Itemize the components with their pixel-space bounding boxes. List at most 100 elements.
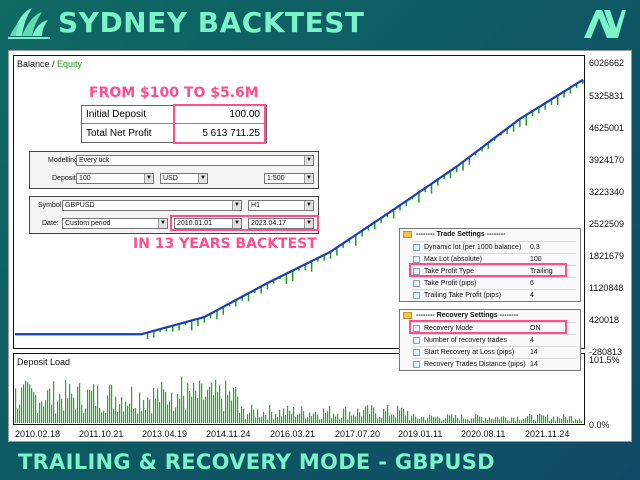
deposit-load-bar [447, 414, 449, 423]
deposit-load-bar [387, 404, 389, 423]
timeframe-select[interactable]: H1 ▼ [248, 200, 314, 211]
leverage-select[interactable]: 1:500 ▼ [264, 173, 314, 184]
deposit-load-bar [91, 391, 93, 423]
deposit-load-bar [59, 393, 61, 423]
deposit-load-bar [285, 415, 287, 423]
deposit-load-bar [515, 421, 517, 423]
trade-setting-row[interactable]: Trailing Take Profit (pips) 4 [412, 289, 576, 301]
deposit-load-bar [333, 413, 335, 423]
deposit-load-bar [143, 399, 145, 423]
setting-value: 14 [530, 349, 538, 356]
date-from-field[interactable]: 2010.01.01 ▼ [174, 218, 242, 229]
deposit-load-bar [327, 411, 329, 423]
deposit-load-bar [537, 414, 539, 423]
deposit-load-bar [85, 408, 87, 423]
deposit-load-bar [231, 400, 233, 423]
deposit-load-bar [353, 414, 355, 423]
deposit-load-bar [265, 415, 267, 423]
deposit-load-bar [113, 408, 115, 423]
trade-setting-row[interactable]: Take Profit Type Trailing [412, 265, 576, 277]
years-headline: IN 13 YEARS BACKTEST [133, 236, 317, 252]
deposit-load-bar [169, 401, 171, 423]
deposit-load-bar [543, 415, 545, 423]
deposit-load-bar [209, 386, 211, 423]
modelling-select[interactable]: Every tick ▼ [76, 155, 314, 166]
deposit-load-bar [287, 405, 289, 423]
net-profit-label: Total Net Profit [86, 128, 152, 139]
deposit-load-bar [185, 409, 187, 423]
deposit-load-bar [171, 392, 173, 423]
deposit-load-bar [441, 420, 443, 423]
y-tick: 6026662 [589, 58, 625, 68]
date-to-field[interactable]: 2023.04.17 ▼ [248, 218, 314, 229]
deposit-load-bar [479, 416, 481, 423]
deposit-load-bar [315, 411, 317, 423]
deposit-load-bar [33, 391, 35, 423]
page-title: SYDNEY BACKTEST [58, 6, 365, 39]
deposit-load-bar [477, 415, 479, 423]
recovery-setting-row[interactable]: Recovery Mode ON [412, 322, 576, 334]
y-tick: 420018 [589, 315, 620, 325]
deposit-load-bar [521, 420, 523, 423]
deposit-load-bar [241, 406, 243, 423]
setting-value: ON [530, 325, 541, 332]
recovery-settings-panel: -------- Recovery Settings -------- Reco… [399, 309, 581, 371]
deposit-load-bar [579, 418, 581, 423]
trade-setting-row[interactable]: Take Profit (pips) 6 [412, 277, 576, 289]
deposit-load-label: Deposit Load [17, 357, 71, 367]
deposit-load-bar [405, 415, 407, 423]
deposit-load-bar [223, 411, 225, 423]
deposit-load-bar [153, 387, 155, 423]
deposit-load-bar [147, 397, 149, 423]
trade-setting-row[interactable]: Dynamic lot (per 1000 balance) 0.3 [412, 241, 576, 253]
deposit-load-bar [213, 395, 215, 423]
deposit-load-bar [237, 396, 239, 423]
deposit-load-bar [109, 385, 111, 423]
deposit-load-bar [349, 411, 351, 423]
trade-settings-header: -------- Trade Settings -------- [400, 229, 580, 241]
currency-select[interactable]: USD ▼ [160, 173, 208, 184]
setting-name: Recovery Mode [424, 325, 474, 332]
x-tick: 2013.04.19 [142, 429, 188, 439]
y-tick: 2522509 [589, 219, 625, 229]
deposit-load-bar [121, 397, 123, 423]
recovery-setting-row[interactable]: Number of recovery trades 4 [412, 334, 576, 346]
x-tick: 2020.08.11 [461, 429, 506, 439]
setting-value: 4 [530, 292, 534, 299]
deposit-load-bar [571, 415, 573, 423]
deposit-value: 100 [79, 175, 91, 182]
y-tick: -280813 [589, 347, 623, 357]
chevron-down-icon: ▼ [304, 219, 313, 228]
deposit-load-bar [279, 409, 281, 423]
deposit-load-bar [261, 416, 263, 423]
deposit-load-bar [551, 418, 553, 423]
recovery-setting-row[interactable]: Start Recovery at Loss (pips) 14 [412, 346, 576, 358]
folder-icon [403, 231, 412, 238]
deposit-load-bar [307, 417, 309, 423]
x-tick: 2016.03.21 [270, 429, 316, 439]
deposit-load-bar [553, 416, 555, 423]
deposit-load-bar [277, 417, 279, 423]
deposit-load-bar [283, 408, 285, 423]
recovery-settings-header: -------- Recovery Settings -------- [400, 310, 580, 322]
deposit-load-bar [445, 418, 447, 423]
deposit-load-bar [203, 399, 205, 423]
deposit-load-bar [179, 398, 181, 423]
symbol-select[interactable]: GBPUSD ▼ [62, 200, 242, 211]
deposit-load-bar [323, 408, 325, 423]
deposit-load-bar [235, 387, 237, 423]
deposit-load-bar [581, 420, 583, 423]
deposit-load-bar [95, 405, 97, 423]
recovery-setting-row[interactable]: Recovery Trades Distance (pips) 14 [412, 358, 576, 370]
chevron-down-icon: ▼ [232, 219, 241, 228]
deposit-load-bar [47, 390, 49, 423]
deposit-load-bar [497, 416, 499, 423]
deposit-load-bar [157, 388, 159, 423]
deposit-load-bar [195, 390, 197, 423]
trade-setting-row[interactable]: Max Lot (absolute) 100 [412, 253, 576, 265]
deposit-load-bar [93, 384, 95, 423]
date-mode-select[interactable]: Custom period ▼ [62, 218, 168, 229]
deposit-load-bar [305, 418, 307, 423]
net-profit-value: 5 613 711.25 [202, 128, 260, 139]
deposit-select[interactable]: 100 ▼ [76, 173, 154, 184]
